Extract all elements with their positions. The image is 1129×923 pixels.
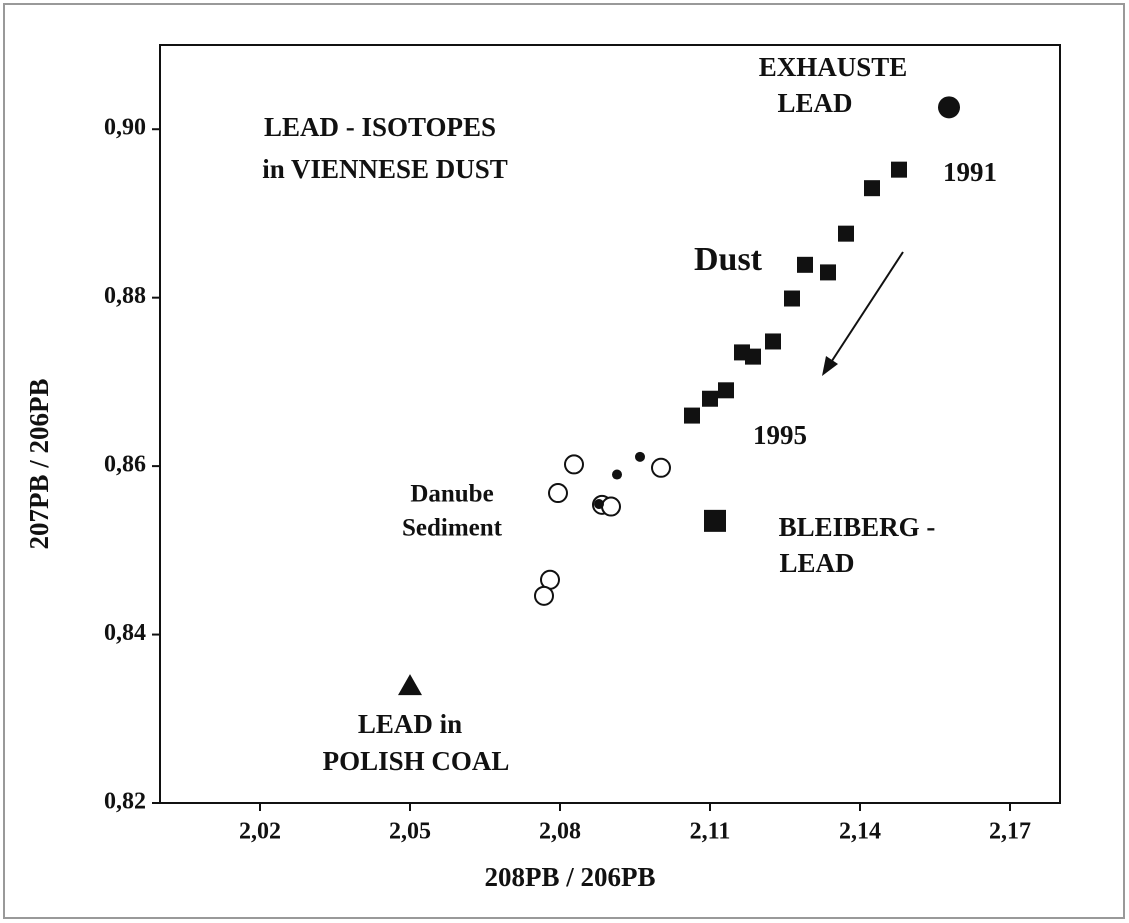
annotation: LEAD: [777, 88, 852, 118]
frame: [3, 3, 1125, 919]
x-tick-label: 2,11: [690, 819, 731, 845]
point: [601, 496, 621, 517]
x-tick-label: 2,02: [239, 819, 281, 845]
plot-area: [159, 44, 1061, 804]
x-axis-label: 208PB / 206PB: [484, 862, 655, 892]
arrow-head: [822, 356, 838, 376]
y-axis-label: 207PB / 206PB: [24, 378, 54, 549]
annotation: LEAD in: [358, 709, 462, 739]
annotation: POLISH COAL: [323, 746, 510, 776]
x-tick-label: 2,08: [539, 819, 581, 845]
point: [745, 348, 761, 365]
point: [864, 180, 880, 197]
x-tick-label: 2,05: [389, 819, 431, 845]
y-tick-label: 0,88: [104, 283, 146, 309]
point: [651, 457, 671, 478]
chart-title: LEAD - ISOTOPES: [264, 112, 496, 142]
y-tick-label: 0,86: [104, 452, 146, 478]
point: [891, 161, 907, 178]
annotation: Danube: [410, 481, 493, 508]
point: [838, 225, 854, 242]
point: [684, 407, 700, 424]
x-tick-label: 2,14: [839, 819, 881, 845]
annotation: Sediment: [402, 515, 503, 542]
annotation: BLEIBERG -: [779, 512, 936, 542]
point: [635, 451, 645, 462]
point: [564, 454, 584, 475]
annotation: 1995: [753, 420, 807, 450]
y-tick-label: 0,82: [104, 789, 146, 815]
y-tick-label: 0,90: [104, 115, 146, 141]
chart-title: in VIENNESE DUST: [262, 154, 508, 184]
point: [704, 509, 726, 532]
point: [548, 483, 568, 504]
x-tick-label: 2,17: [989, 819, 1031, 845]
point: [765, 333, 781, 350]
point: [718, 382, 734, 399]
y-tick-label: 0,84: [104, 620, 146, 646]
arrow: [825, 251, 904, 371]
point: [398, 674, 422, 696]
point: [702, 390, 718, 407]
point: [594, 499, 604, 510]
annotation: Dust: [694, 241, 763, 278]
point: [797, 256, 813, 273]
point: [534, 585, 554, 606]
point: [784, 290, 800, 307]
point: [820, 264, 836, 281]
annotation: LEAD: [779, 548, 854, 578]
annotation: EXHAUSTE: [759, 52, 908, 82]
point: [612, 469, 622, 480]
annotation: 1991: [943, 157, 997, 187]
point: [938, 96, 960, 119]
